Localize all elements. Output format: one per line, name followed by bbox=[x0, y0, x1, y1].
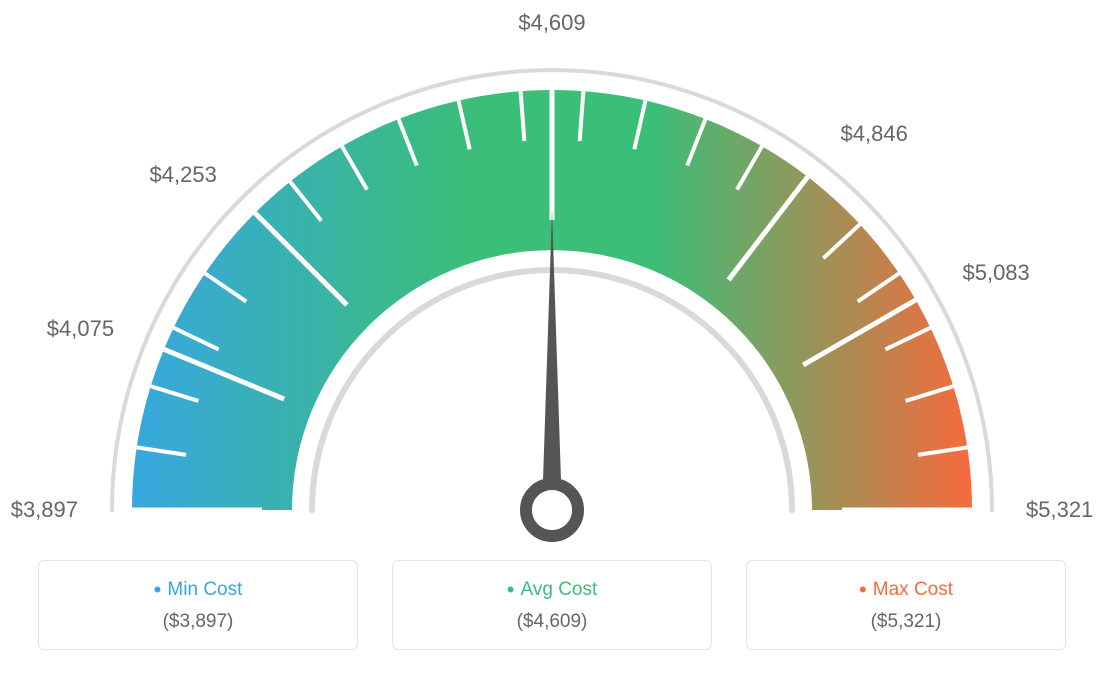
gauge-tick-label: $4,846 bbox=[841, 121, 908, 147]
legend-max-value: ($5,321) bbox=[757, 611, 1055, 633]
gauge-tick-label: $4,253 bbox=[150, 162, 217, 188]
gauge-tick-label: $3,897 bbox=[11, 497, 78, 523]
gauge-tick-label: $4,075 bbox=[47, 316, 114, 342]
legend-row: Min Cost ($3,897) Avg Cost ($4,609) Max … bbox=[0, 560, 1104, 670]
legend-min-value: ($3,897) bbox=[49, 611, 347, 633]
gauge-area: $3,897 $4,075 $4,253 $4,609 $4,846 $5,083 $5,3… bbox=[0, 0, 1104, 560]
legend-max-title: Max Cost bbox=[757, 577, 1055, 603]
legend-min-title: Min Cost bbox=[49, 577, 347, 603]
legend-min-box: Min Cost ($3,897) bbox=[38, 560, 358, 650]
gauge-svg bbox=[72, 30, 1032, 570]
legend-avg-box: Avg Cost ($4,609) bbox=[392, 560, 712, 650]
cost-gauge-chart: $3,897 $4,075 $4,253 $4,609 $4,846 $5,083 $5,3… bbox=[0, 0, 1104, 690]
legend-max-box: Max Cost ($5,321) bbox=[746, 560, 1066, 650]
legend-avg-value: ($4,609) bbox=[403, 611, 701, 633]
gauge-tick-label: $5,083 bbox=[962, 260, 1029, 286]
gauge-tick-label: $5,321 bbox=[1026, 497, 1093, 523]
gauge-tick-label: $4,609 bbox=[518, 10, 585, 36]
legend-avg-title: Avg Cost bbox=[403, 577, 701, 603]
